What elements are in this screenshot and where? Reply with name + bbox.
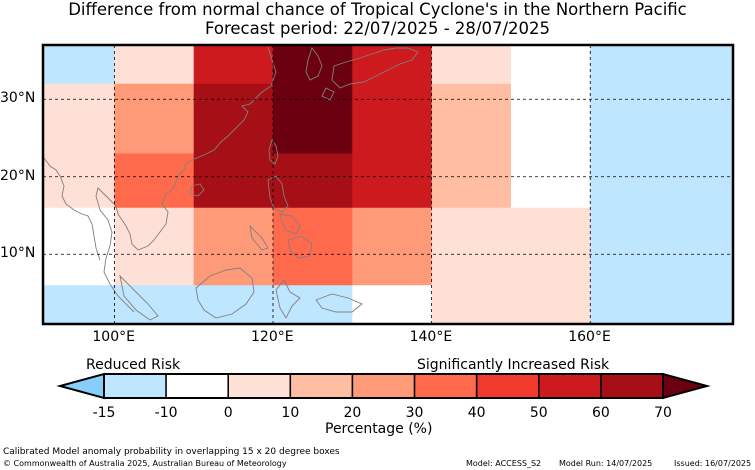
borneo-coastline xyxy=(195,267,255,319)
footer-model-run: Model Run: 14/07/2025 xyxy=(559,459,653,468)
footer-description: Calibrated Model anomaly probability in … xyxy=(3,447,340,457)
sulawesi-coastline xyxy=(275,279,301,319)
footer-issued: Issued: 16/07/2025 xyxy=(674,459,752,468)
cell-12 xyxy=(352,83,433,154)
lon-tick-label: 100°E xyxy=(92,329,135,345)
palawan-coastline xyxy=(249,224,269,251)
cell-28 xyxy=(352,207,433,286)
cell-31 xyxy=(590,207,734,286)
lon-tick-label: 120°E xyxy=(251,329,294,345)
cell-10 xyxy=(193,83,274,154)
increased-risk-label: Significantly Increased Risk xyxy=(417,357,610,373)
cell-18 xyxy=(193,153,274,209)
colorbar-segment-7 xyxy=(538,373,602,399)
korea-coastline xyxy=(305,47,323,81)
reduced-risk-label: Reduced Risk xyxy=(86,357,181,373)
hainan-coastline xyxy=(189,183,205,197)
west-coastline xyxy=(43,157,101,261)
cell-34 xyxy=(431,285,591,325)
cell-11 xyxy=(273,83,353,154)
cell-33 xyxy=(352,285,433,325)
cell-35 xyxy=(590,285,734,325)
colorbar-tick-label: 0 xyxy=(223,405,233,421)
lat-tick-label: 10°N xyxy=(0,245,36,262)
colorbar-tick-label: 50 xyxy=(529,405,548,421)
colorbar-segment-4 xyxy=(351,373,416,399)
cell-5 xyxy=(431,45,512,85)
cell-17 xyxy=(114,153,195,209)
mainland-coastline xyxy=(95,46,277,313)
lon-tick-label: 140°E xyxy=(409,329,453,345)
cell-24 xyxy=(43,207,115,286)
colorbar-extend-high xyxy=(662,372,711,400)
colorbar-segment-8 xyxy=(600,373,664,399)
cell-2 xyxy=(193,45,274,85)
lon-tick-label: 160°E xyxy=(568,329,611,345)
colorbar-segment-2 xyxy=(227,373,292,399)
colorbar-xlabel: Percentage (%) xyxy=(325,421,433,437)
colorbar-segment-1 xyxy=(165,373,229,399)
japan-coastline xyxy=(331,47,419,89)
colorbar-segment-6 xyxy=(475,373,540,399)
colorbar-tick-label: 40 xyxy=(467,405,486,421)
forecast-period: Forecast period: 22/07/2025 - 28/07/2025 xyxy=(204,19,551,38)
new-guinea-coastline xyxy=(315,293,363,313)
cell-7 xyxy=(590,45,734,85)
coastline xyxy=(43,46,419,321)
visayas-coastline xyxy=(279,213,301,235)
mindanao-coastline xyxy=(287,235,313,259)
cell-32 xyxy=(43,285,353,325)
colorbar-segment-3 xyxy=(289,373,354,399)
colorbar-tick-label: -10 xyxy=(154,405,178,421)
cell-25 xyxy=(114,207,195,286)
sumatra-coastline xyxy=(119,274,159,321)
colorbar-tick-label: -15 xyxy=(92,405,116,421)
cell-9 xyxy=(114,83,195,154)
colorbar-tick-label: 30 xyxy=(405,405,424,421)
cell-1 xyxy=(114,45,195,85)
grid-lines xyxy=(43,45,733,324)
taiwan-coastline xyxy=(268,138,279,165)
cell-26 xyxy=(193,207,274,286)
cell-21 xyxy=(431,153,512,209)
colorbar-segment-0 xyxy=(103,373,167,399)
map-frame xyxy=(41,43,735,326)
cell-4 xyxy=(352,45,433,85)
cell-15 xyxy=(590,83,734,154)
cell-19 xyxy=(273,153,353,209)
colorbar-extend-low xyxy=(56,372,105,400)
lat-tick-label: 30°N xyxy=(0,90,36,107)
map-title: Difference from normal chance of Tropica… xyxy=(68,0,687,19)
footer-copyright: © Commonwealth of Australia 2025, Austra… xyxy=(3,459,287,468)
cell-6 xyxy=(510,45,591,85)
colorbar-tick-label: 60 xyxy=(591,405,610,421)
colorbar-segment-5 xyxy=(413,373,478,399)
cell-30 xyxy=(510,207,591,286)
cell-0 xyxy=(43,45,115,85)
cell-14 xyxy=(510,83,591,154)
footer-model: Model: ACCESS_S2 xyxy=(466,459,542,468)
colorbar-tick-label: 20 xyxy=(343,405,362,421)
cell-23 xyxy=(590,153,734,209)
colorbar-frame xyxy=(103,373,664,399)
cell-29 xyxy=(431,207,512,286)
lat-tick-label: 20°N xyxy=(0,167,36,184)
cell-27 xyxy=(273,207,353,286)
cell-22 xyxy=(510,153,591,209)
colorbar xyxy=(56,372,711,400)
cell-13 xyxy=(431,83,512,154)
colorbar-tick-label: 70 xyxy=(654,405,672,421)
cell-8 xyxy=(43,83,115,154)
cell-16 xyxy=(43,153,115,209)
colorbar-tick-label: 10 xyxy=(281,405,300,421)
probability-cells xyxy=(43,45,734,325)
cell-20 xyxy=(352,153,433,209)
kyushu-coastline xyxy=(321,87,335,101)
luzon-coastline xyxy=(267,175,289,213)
